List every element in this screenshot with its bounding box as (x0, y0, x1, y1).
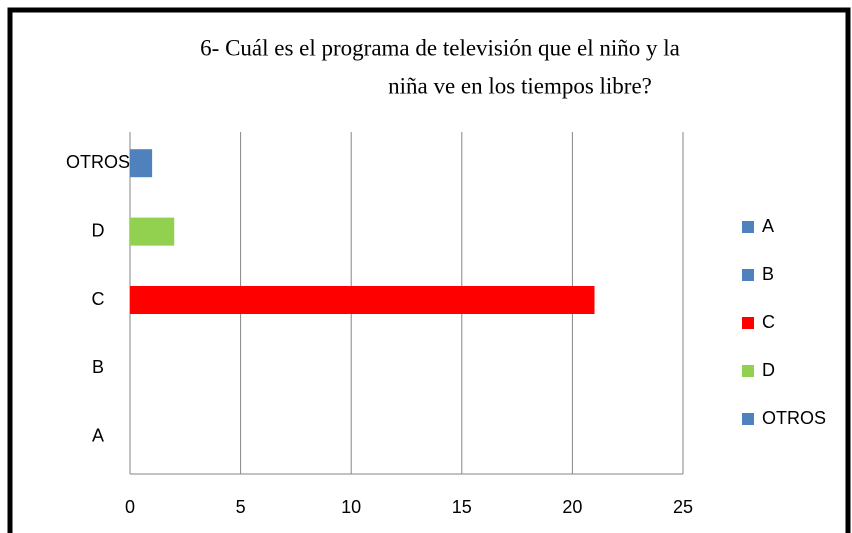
chart-title: niña ve en los tiempos libre? (388, 73, 652, 98)
bar (130, 286, 595, 314)
y-tick-label: C (92, 289, 105, 309)
legend-label: D (762, 360, 775, 380)
x-tick-label: 20 (562, 497, 582, 517)
legend-swatch (742, 221, 754, 233)
x-tick-label: 5 (236, 497, 246, 517)
y-tick-label: OTROS (66, 152, 130, 172)
legend-label: B (762, 264, 774, 284)
x-tick-label: 15 (452, 497, 472, 517)
legend-label: OTROS (762, 408, 826, 428)
y-tick-label: B (92, 357, 104, 377)
x-tick-label: 0 (125, 497, 135, 517)
legend-swatch (742, 269, 754, 281)
x-tick-label: 10 (341, 497, 361, 517)
legend-label: A (762, 216, 774, 236)
y-tick-label: A (92, 426, 104, 446)
y-tick-label: D (92, 220, 105, 240)
bar (130, 217, 175, 246)
legend-swatch (742, 413, 754, 425)
chart-title: 6- Cuál es el programa de televisión que… (200, 35, 680, 60)
legend-swatch (742, 365, 754, 377)
legend-swatch (742, 317, 754, 329)
bar (130, 149, 153, 178)
x-tick-label: 25 (673, 497, 693, 517)
frame (7, 7, 851, 533)
legend-label: C (762, 312, 775, 332)
